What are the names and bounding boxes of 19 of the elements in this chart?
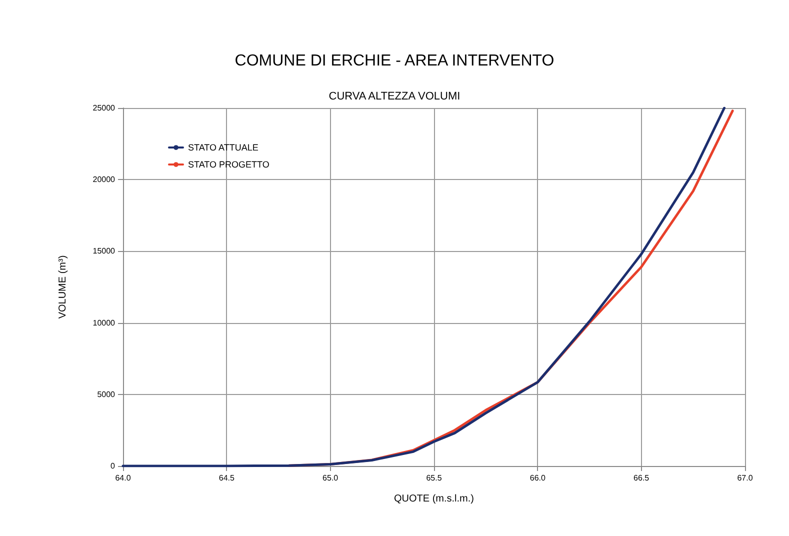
x-tick-label: 66.5 — [634, 474, 650, 482]
y-tick-label: 15000 — [92, 246, 116, 256]
x-tick-label: 64.0 — [115, 474, 132, 482]
y-tick-label: 10000 — [92, 318, 116, 328]
x-tick-label: 67.0 — [737, 474, 754, 482]
x-tick-label: 64.5 — [218, 474, 235, 482]
x-tick-label: 65.5 — [426, 474, 442, 482]
x-tick-label: 65.0 — [322, 474, 339, 482]
chart-title: COMUNE DI ERCHIE - AREA INTERVENTO — [234, 52, 554, 70]
legend-label: STATO ATTUALE — [188, 142, 258, 152]
y-tick-label: 5000 — [97, 390, 116, 399]
x-axis-title: QUOTE (m.s.l.m.) — [394, 494, 474, 504]
x-tick-label: 66.0 — [530, 474, 546, 482]
y-tick-label: 0 — [110, 462, 116, 470]
y-axis-title: VOLUME (m³) — [58, 255, 68, 319]
legend-label: STATO PROGETTO — [188, 160, 270, 170]
chart-subtitle: CURVA ALTEZZA VOLUMI — [328, 90, 460, 102]
y-tick-label: 20000 — [92, 175, 116, 184]
y-tick-label: 25000 — [92, 104, 116, 112]
